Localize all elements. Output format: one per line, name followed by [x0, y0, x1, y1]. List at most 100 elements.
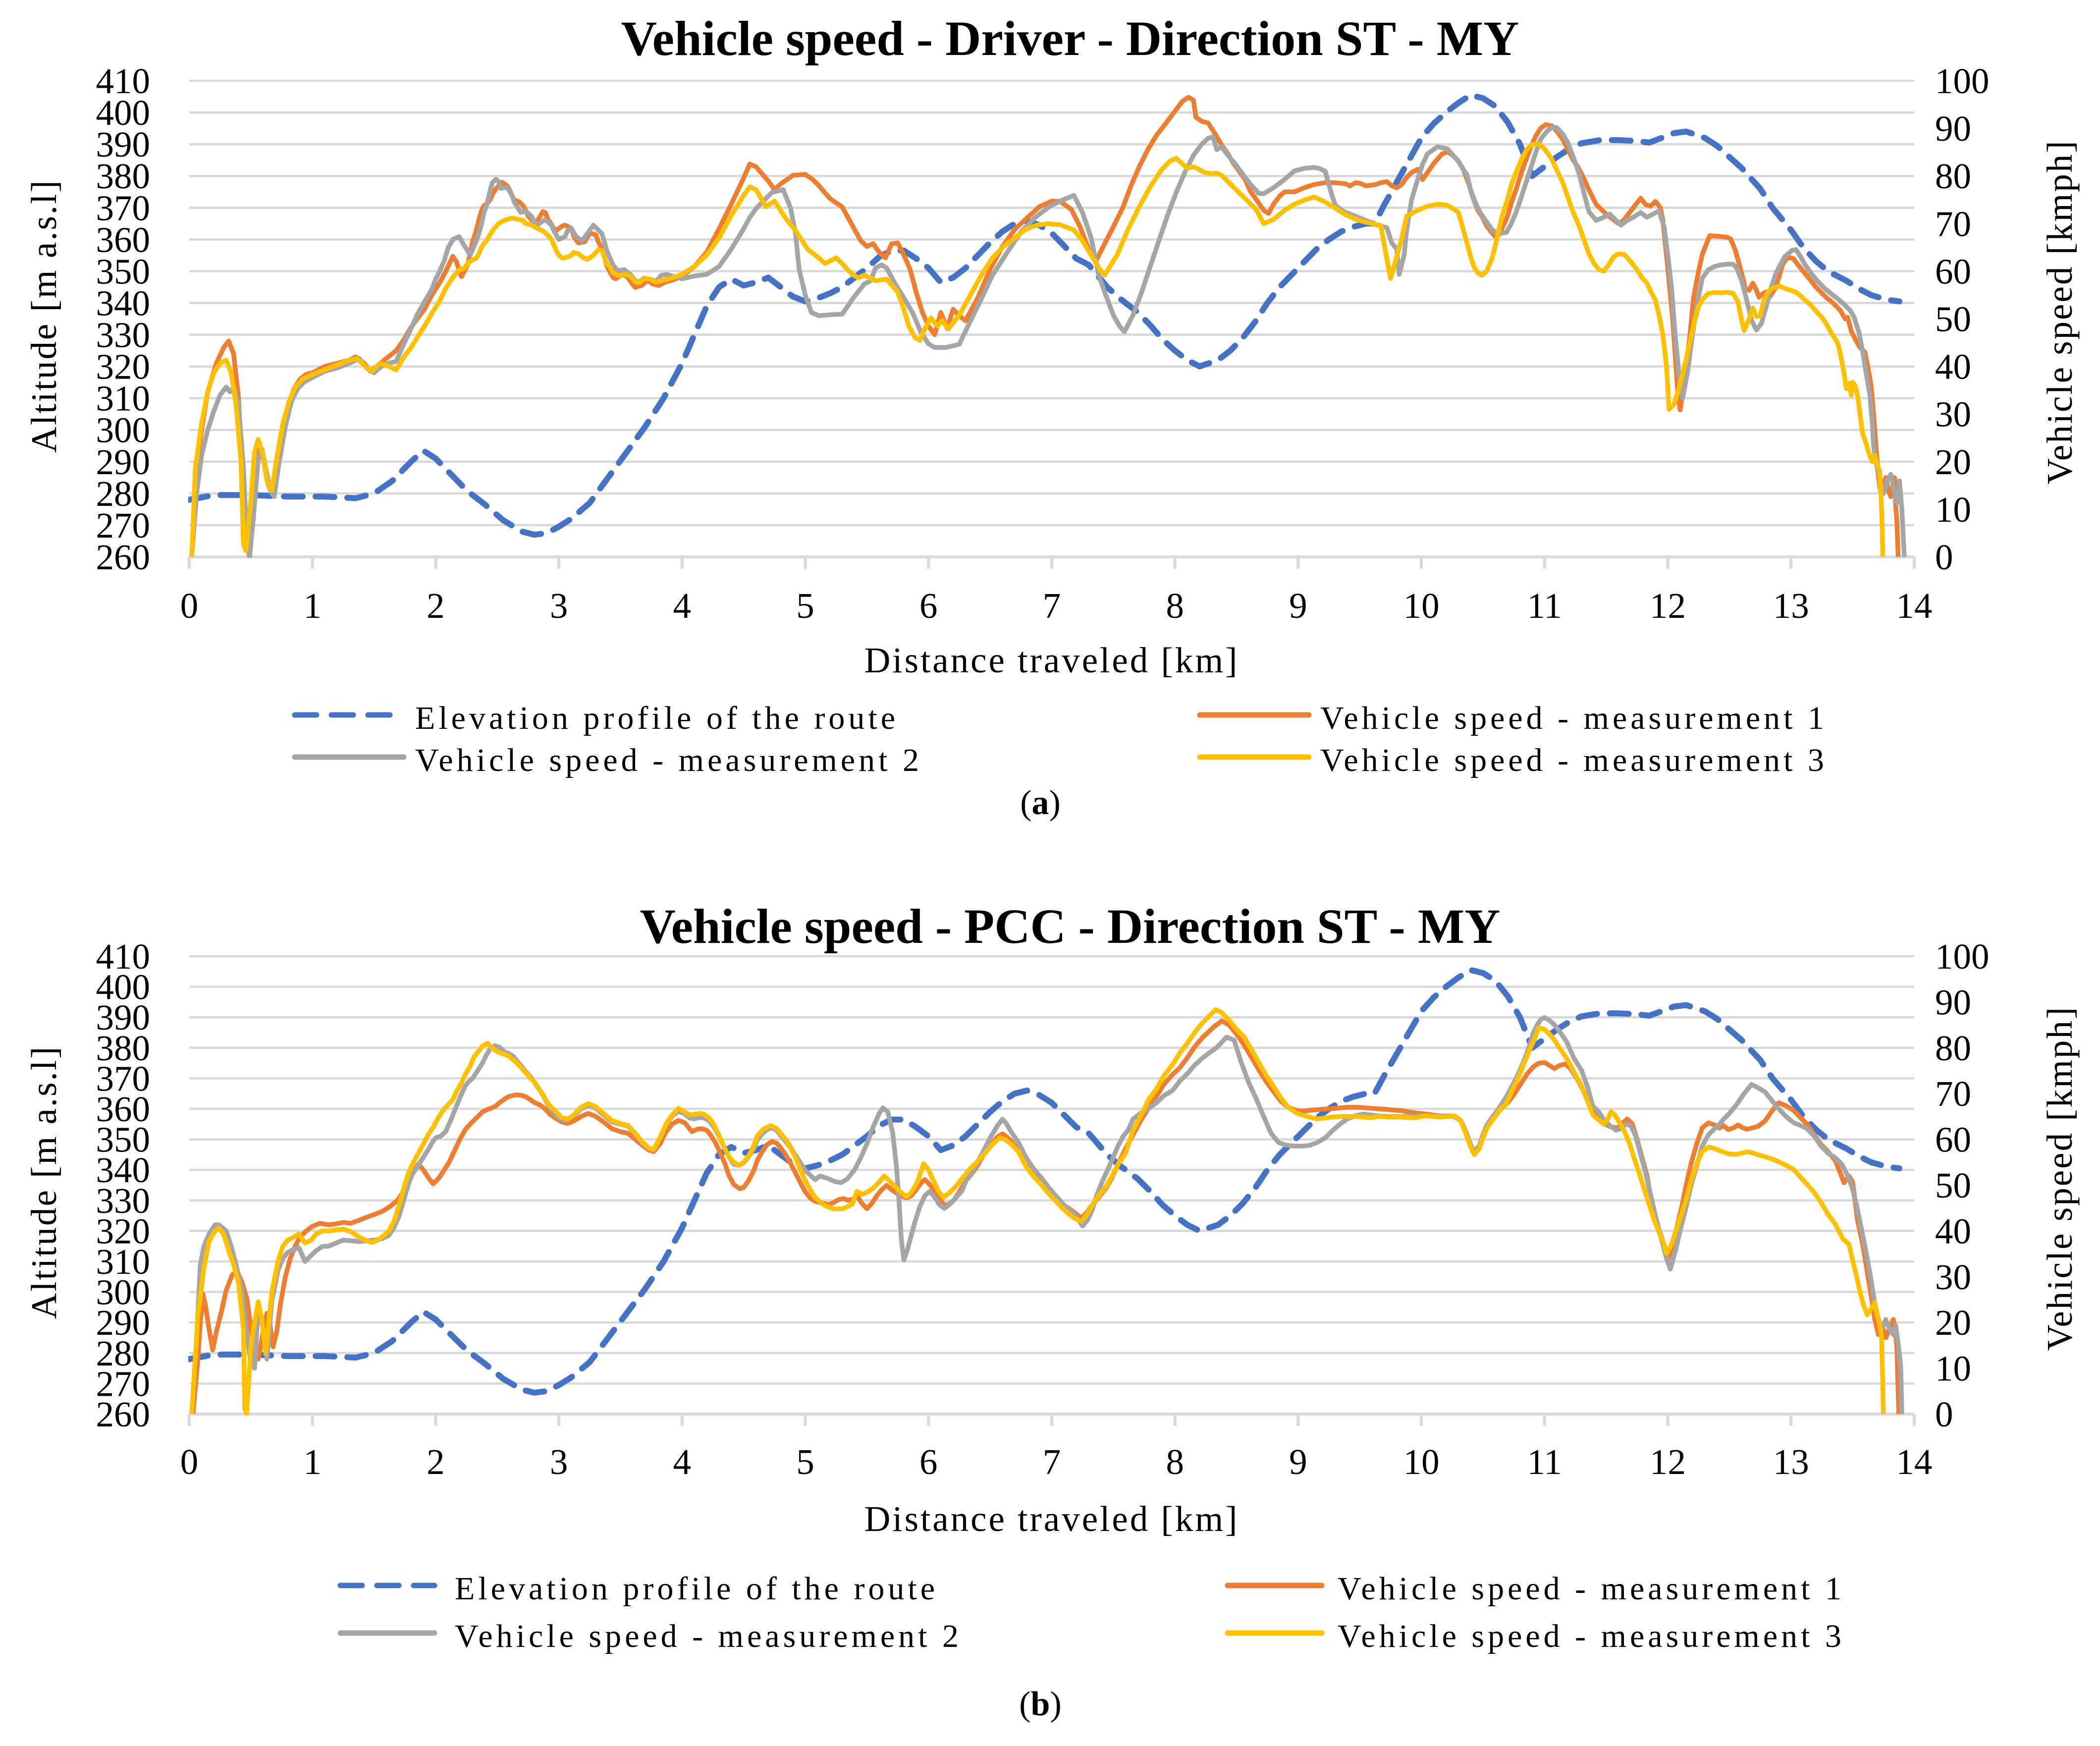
svg-text:280: 280: [96, 474, 151, 514]
svg-text:40: 40: [1935, 347, 1971, 387]
svg-text:310: 310: [96, 1242, 151, 1282]
svg-text:370: 370: [96, 188, 151, 228]
svg-text:330: 330: [96, 1181, 151, 1221]
svg-text:Distance traveled [km]: Distance traveled [km]: [864, 1499, 1239, 1539]
svg-text:5: 5: [796, 586, 814, 626]
svg-text:Vehicle speed [kmph]: Vehicle speed [kmph]: [2040, 1006, 2080, 1351]
svg-text:410: 410: [96, 61, 151, 101]
svg-text:2: 2: [427, 586, 445, 626]
svg-text:Vehicle speed - measurement 2: Vehicle speed - measurement 2: [415, 742, 922, 778]
svg-text:340: 340: [96, 283, 151, 324]
svg-text:10: 10: [1403, 586, 1440, 626]
svg-text:320: 320: [96, 347, 151, 387]
svg-text:280: 280: [96, 1333, 151, 1373]
svg-text:260: 260: [96, 537, 151, 577]
svg-text:370: 370: [96, 1058, 151, 1098]
svg-text:80: 80: [1935, 156, 1971, 196]
svg-text:90: 90: [1935, 109, 1971, 149]
svg-text:260: 260: [96, 1394, 151, 1434]
svg-text:14: 14: [1896, 1442, 1932, 1482]
svg-text:12: 12: [1650, 1442, 1686, 1482]
svg-text:5: 5: [796, 1442, 814, 1482]
svg-text:12: 12: [1650, 586, 1686, 626]
svg-text:390: 390: [96, 997, 151, 1037]
svg-text:90: 90: [1935, 982, 1971, 1022]
svg-text:0: 0: [180, 586, 199, 626]
svg-text:270: 270: [96, 505, 151, 546]
svg-text:6: 6: [919, 1442, 938, 1482]
svg-text:(a): (a): [1020, 784, 1061, 822]
svg-text:50: 50: [1935, 1165, 1971, 1205]
svg-text:1: 1: [303, 1442, 322, 1482]
svg-text:70: 70: [1935, 1074, 1971, 1114]
svg-text:60: 60: [1935, 1120, 1971, 1160]
svg-text:Vehicle speed - measurement 2: Vehicle speed - measurement 2: [455, 1618, 962, 1654]
svg-text:400: 400: [96, 967, 151, 1007]
svg-text:320: 320: [96, 1211, 151, 1251]
svg-text:9: 9: [1289, 586, 1307, 626]
svg-text:Distance traveled [km]: Distance traveled [km]: [864, 640, 1239, 680]
svg-text:Vehicle speed - measurement 3: Vehicle speed - measurement 3: [1320, 742, 1828, 778]
svg-text:3: 3: [550, 1442, 568, 1482]
svg-text:70: 70: [1935, 204, 1971, 244]
svg-text:8: 8: [1166, 1442, 1184, 1482]
svg-text:4: 4: [673, 1442, 692, 1482]
svg-text:Vehicle speed - measurement 3: Vehicle speed - measurement 3: [1338, 1618, 1845, 1654]
svg-text:11: 11: [1527, 1442, 1562, 1482]
svg-text:400: 400: [96, 93, 151, 133]
svg-text:Altitude [m a.s.l]: Altitude [m a.s.l]: [24, 1045, 64, 1319]
svg-text:50: 50: [1935, 299, 1971, 339]
svg-text:(b): (b): [1019, 1685, 1062, 1723]
svg-text:30: 30: [1935, 394, 1971, 435]
svg-text:Altitude [m a.s.l]: Altitude [m a.s.l]: [24, 179, 64, 453]
svg-text:20: 20: [1935, 1303, 1971, 1343]
svg-text:3: 3: [550, 586, 568, 626]
svg-text:20: 20: [1935, 442, 1971, 482]
svg-text:40: 40: [1935, 1211, 1971, 1251]
svg-text:Elevation profile of the route: Elevation profile of the route: [415, 700, 899, 736]
svg-text:8: 8: [1166, 586, 1184, 626]
svg-text:390: 390: [96, 124, 151, 164]
svg-text:10: 10: [1935, 490, 1971, 530]
svg-text:13: 13: [1773, 1442, 1809, 1482]
svg-text:1: 1: [303, 586, 322, 626]
svg-text:330: 330: [96, 315, 151, 355]
svg-text:6: 6: [919, 586, 938, 626]
svg-text:7: 7: [1043, 586, 1061, 626]
svg-text:340: 340: [96, 1150, 151, 1190]
svg-text:Vehicle speed - measurement 1: Vehicle speed - measurement 1: [1320, 700, 1828, 736]
svg-text:380: 380: [96, 156, 151, 196]
svg-text:310: 310: [96, 379, 151, 419]
svg-text:13: 13: [1773, 586, 1809, 626]
svg-text:9: 9: [1289, 1442, 1307, 1482]
svg-text:Vehicle speed - Driver - Direc: Vehicle speed - Driver - Direction ST - …: [621, 11, 1519, 66]
svg-text:290: 290: [96, 442, 151, 482]
svg-text:300: 300: [96, 410, 151, 450]
svg-text:60: 60: [1935, 251, 1971, 291]
svg-text:30: 30: [1935, 1257, 1971, 1297]
svg-text:2: 2: [427, 1442, 445, 1482]
svg-text:Elevation profile of the route: Elevation profile of the route: [455, 1571, 938, 1607]
svg-text:80: 80: [1935, 1028, 1971, 1068]
svg-text:Vehicle speed - PCC - Directio: Vehicle speed - PCC - Direction ST - MY: [640, 899, 1501, 954]
svg-text:14: 14: [1896, 586, 1932, 626]
svg-text:0: 0: [1935, 1394, 1953, 1434]
svg-text:380: 380: [96, 1028, 151, 1068]
svg-text:4: 4: [673, 586, 692, 626]
svg-text:360: 360: [96, 1089, 151, 1129]
svg-text:410: 410: [96, 936, 151, 977]
svg-text:7: 7: [1043, 1442, 1061, 1482]
svg-text:0: 0: [180, 1442, 199, 1482]
svg-text:Vehicle speed [kmph]: Vehicle speed [kmph]: [2040, 139, 2080, 485]
svg-text:350: 350: [96, 1120, 151, 1160]
svg-text:350: 350: [96, 251, 151, 291]
svg-text:0: 0: [1935, 537, 1953, 577]
svg-text:10: 10: [1935, 1349, 1971, 1389]
svg-text:10: 10: [1403, 1442, 1440, 1482]
svg-text:Vehicle speed - measurement 1: Vehicle speed - measurement 1: [1338, 1571, 1845, 1607]
svg-text:300: 300: [96, 1272, 151, 1312]
svg-text:100: 100: [1935, 936, 1990, 977]
svg-text:360: 360: [96, 219, 151, 260]
svg-text:100: 100: [1935, 61, 1990, 101]
svg-text:11: 11: [1527, 586, 1562, 626]
